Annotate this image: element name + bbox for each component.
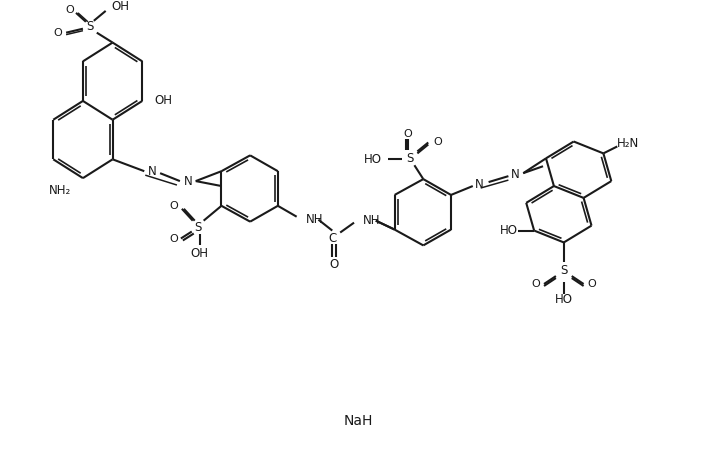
Text: O: O [65,5,74,15]
Text: O: O [588,279,596,289]
Text: O: O [329,258,339,271]
Text: OH: OH [154,95,172,107]
Text: S: S [406,152,413,165]
Text: O: O [169,235,178,244]
Text: N: N [475,178,484,191]
Text: S: S [86,20,94,33]
Text: OH: OH [112,0,130,14]
Text: O: O [54,28,62,38]
Text: N: N [183,175,192,187]
Text: OH: OH [190,247,208,260]
Text: NH: NH [363,214,380,227]
Text: O: O [531,279,540,289]
Text: N: N [147,165,157,178]
Text: C: C [328,232,337,245]
Text: HO: HO [555,293,573,306]
Text: N: N [511,168,520,181]
Text: H₂N: H₂N [617,137,639,150]
Text: S: S [560,264,568,276]
Text: O: O [403,129,412,138]
Text: NH: NH [306,213,323,226]
Text: O: O [433,137,442,146]
Text: HO: HO [500,224,518,237]
Text: NH₂: NH₂ [49,185,71,197]
Text: S: S [194,221,201,234]
Text: HO: HO [364,153,382,166]
Text: O: O [169,201,178,211]
Text: NaH: NaH [343,414,373,428]
